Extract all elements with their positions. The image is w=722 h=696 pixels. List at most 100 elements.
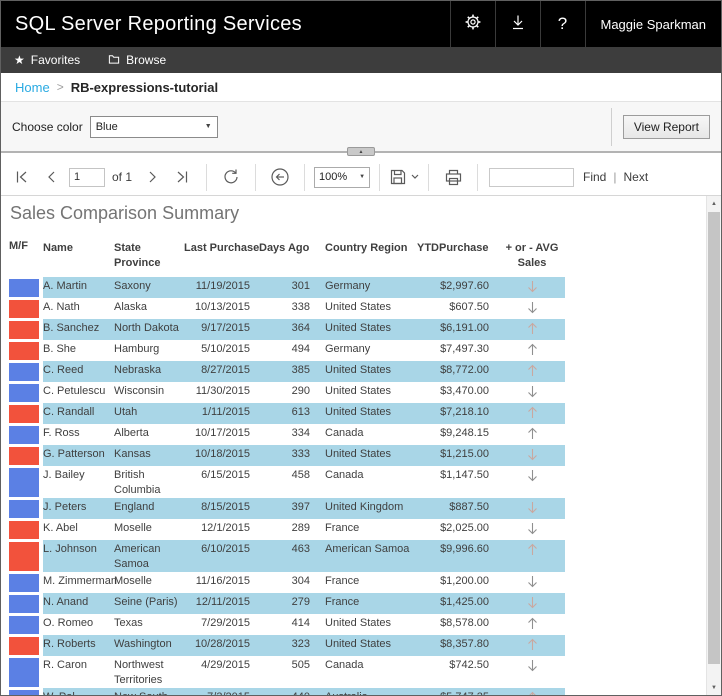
trend-cell	[499, 340, 565, 361]
name-cell: B. Sanchez	[43, 319, 114, 340]
trend-up-icon	[527, 406, 537, 418]
days-ago-cell: 397	[259, 498, 315, 519]
ytd-purchase-cell: $9,996.60	[417, 540, 499, 572]
state-cell: Alaska	[114, 301, 148, 313]
breadcrumb-home-link[interactable]: Home	[15, 79, 50, 95]
parameter-divider	[610, 107, 612, 146]
user-menu[interactable]: Maggie Sparkman	[584, 1, 722, 47]
table-row: C. Randall Utah 1/11/2015 613 United States $…	[9, 403, 713, 424]
days-ago-cell: 364	[259, 319, 315, 340]
find-link[interactable]: Find	[583, 170, 607, 184]
ytd-purchase-cell: $1,147.50	[440, 469, 489, 481]
mf-color-swatch	[9, 541, 39, 571]
column-header-country: Country Region	[325, 242, 408, 254]
last-purchase-cell: 7/29/2015	[201, 617, 250, 629]
last-page-button[interactable]	[167, 163, 197, 191]
country-cell: United States	[325, 617, 392, 629]
ytd-purchase-cell: $8,357.80	[417, 635, 499, 656]
breadcrumb-separator: >	[56, 80, 64, 94]
mf-color-swatch	[9, 573, 39, 592]
days-ago-cell: 301	[259, 277, 315, 298]
mf-color-swatch	[9, 299, 39, 318]
mf-cell	[9, 424, 43, 445]
last-purchase-cell: 8/27/2015	[184, 361, 259, 382]
ytd-purchase-cell: $6,191.00	[417, 319, 499, 340]
country-cell: Germany	[325, 343, 371, 355]
trend-up-icon	[528, 691, 536, 695]
table-row: K. Abel Moselle 12/1/2015 289 France $2,025.0…	[9, 519, 713, 540]
nav-browse[interactable]: Browse	[108, 53, 166, 68]
mf-cell	[9, 277, 43, 298]
ytd-purchase-cell: $8,772.00	[417, 361, 499, 382]
days-ago-cell: 290	[291, 385, 310, 397]
page-count-label: of 1	[112, 170, 133, 184]
mf-cell	[9, 540, 43, 572]
choose-color-label: Choose color	[12, 119, 83, 134]
trend-down-icon	[527, 502, 537, 514]
trend-up-icon	[527, 638, 537, 650]
days-ago-cell: 414	[291, 617, 310, 629]
previous-page-button[interactable]	[37, 163, 67, 191]
color-parameter-dropdown[interactable]: Blue ▼	[89, 115, 218, 138]
ytd-purchase-cell: $1,215.00	[417, 445, 499, 466]
mf-cell	[9, 656, 43, 688]
refresh-button[interactable]	[216, 163, 246, 191]
zoom-dropdown[interactable]: 100% ▼	[314, 166, 371, 188]
table-row: L. Johnson American Samoa 6/10/2015 463 Amer…	[9, 540, 713, 572]
days-ago-cell: 440	[259, 688, 315, 695]
next-page-button[interactable]	[137, 163, 167, 191]
mf-cell	[9, 319, 43, 340]
state-cell: North Dakota	[114, 319, 184, 340]
scrollbar-thumb[interactable]	[708, 212, 720, 664]
vertical-scrollbar[interactable]: ▲ ▼	[706, 196, 721, 695]
find-text-input[interactable]	[489, 167, 575, 187]
last-purchase-cell: 11/19/2015	[184, 277, 259, 298]
folder-icon	[108, 53, 120, 68]
country-cell: United States	[315, 445, 417, 466]
help-button[interactable]: ?	[539, 1, 585, 47]
trend-down-icon	[527, 302, 537, 314]
scroll-down-button[interactable]: ▼	[711, 684, 717, 691]
nav-favorites[interactable]: ★ Favorites	[14, 53, 80, 67]
mf-color-swatch	[9, 636, 39, 655]
state-cell: New South Wales	[114, 688, 184, 695]
trend-up-icon	[527, 343, 537, 355]
toolbar-divider	[255, 163, 257, 191]
table-row: B. Sanchez North Dakota 9/17/2015 364 United…	[9, 319, 713, 340]
name-cell: C. Reed	[43, 361, 114, 382]
export-button[interactable]	[389, 168, 419, 186]
trend-cell	[499, 445, 565, 466]
country-cell: United States	[325, 385, 392, 397]
state-cell: Nebraska	[114, 361, 184, 382]
find-next-link[interactable]: Next	[623, 170, 649, 184]
mf-color-swatch	[9, 520, 39, 539]
trend-cell	[499, 403, 565, 424]
last-purchase-cell: 11/30/2015	[195, 385, 250, 397]
page-number-input[interactable]	[69, 167, 105, 187]
table-row: C. Reed Nebraska 8/27/2015 385 United States…	[9, 361, 713, 382]
ytd-purchase-cell: $887.50	[417, 498, 499, 519]
view-report-button[interactable]: View Report	[622, 114, 710, 139]
country-cell: Germany	[315, 277, 417, 298]
mf-cell	[9, 593, 43, 614]
settings-button[interactable]	[449, 1, 495, 47]
scroll-up-button[interactable]: ▲	[711, 200, 717, 207]
last-purchase-cell: 7/3/2015	[184, 688, 259, 695]
last-purchase-cell: 9/17/2015	[184, 319, 259, 340]
print-button[interactable]	[438, 163, 468, 191]
table-row: J. Peters England 8/15/2015 397 United Kingd…	[9, 498, 713, 519]
last-purchase-cell: 12/11/2015	[184, 593, 259, 614]
ytd-purchase-cell: $7,497.30	[440, 343, 489, 355]
table-row: B. She Hamburg 5/10/2015 494 Germany $7,497.3…	[9, 340, 713, 361]
name-cell: A. Nath	[43, 301, 80, 313]
column-header-state: State Province	[114, 242, 161, 269]
download-icon	[509, 13, 527, 36]
collapse-parameters-handle[interactable]: ▲	[347, 147, 375, 156]
download-button[interactable]	[494, 1, 540, 47]
country-cell: France	[325, 575, 360, 587]
app-title: SQL Server Reporting Services	[15, 12, 302, 35]
country-cell: France	[325, 522, 360, 534]
first-page-button[interactable]	[7, 163, 37, 191]
back-to-parent-button[interactable]	[265, 163, 295, 191]
mf-cell	[9, 614, 43, 635]
